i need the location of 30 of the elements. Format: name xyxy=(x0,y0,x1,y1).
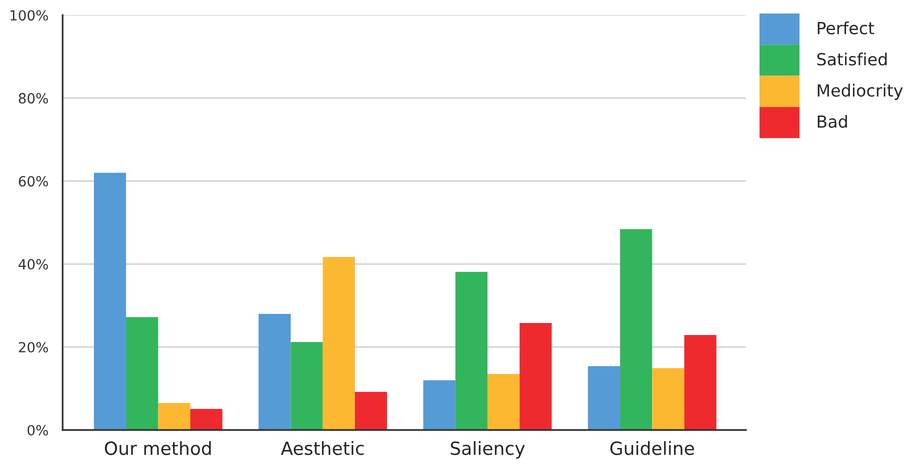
bar xyxy=(620,229,652,430)
y-tick-label: 20% xyxy=(18,342,48,352)
x-tick-label: Saliency xyxy=(450,441,525,459)
bar xyxy=(258,314,291,430)
y-tick-label: 80% xyxy=(18,93,48,104)
x-tick-label: Guideline xyxy=(610,441,694,456)
y-tick-label: 60% xyxy=(18,176,48,187)
bar xyxy=(423,380,456,430)
bar xyxy=(455,272,488,430)
y-tick-label: 40% xyxy=(18,259,48,270)
bar xyxy=(684,334,716,430)
bar xyxy=(520,322,552,430)
bar xyxy=(487,374,520,430)
y-tick-label: 0% xyxy=(28,424,48,436)
bar xyxy=(94,172,126,430)
bar xyxy=(158,403,190,430)
legend-label: Bad xyxy=(818,114,847,128)
legend-label: Perfect xyxy=(818,21,874,34)
bar xyxy=(190,408,222,430)
x-tick-label: Our method xyxy=(104,441,211,456)
legend-label: Satisfied xyxy=(817,52,887,66)
bar xyxy=(588,366,620,430)
bar xyxy=(652,368,684,430)
bar xyxy=(322,256,355,430)
legend-label: Mediocrity xyxy=(818,84,903,100)
x-tick-label: Aesthetic xyxy=(280,441,364,456)
bar xyxy=(354,392,388,430)
y-tick-label: 100% xyxy=(10,10,48,21)
bar xyxy=(126,317,158,430)
bar xyxy=(290,342,323,430)
